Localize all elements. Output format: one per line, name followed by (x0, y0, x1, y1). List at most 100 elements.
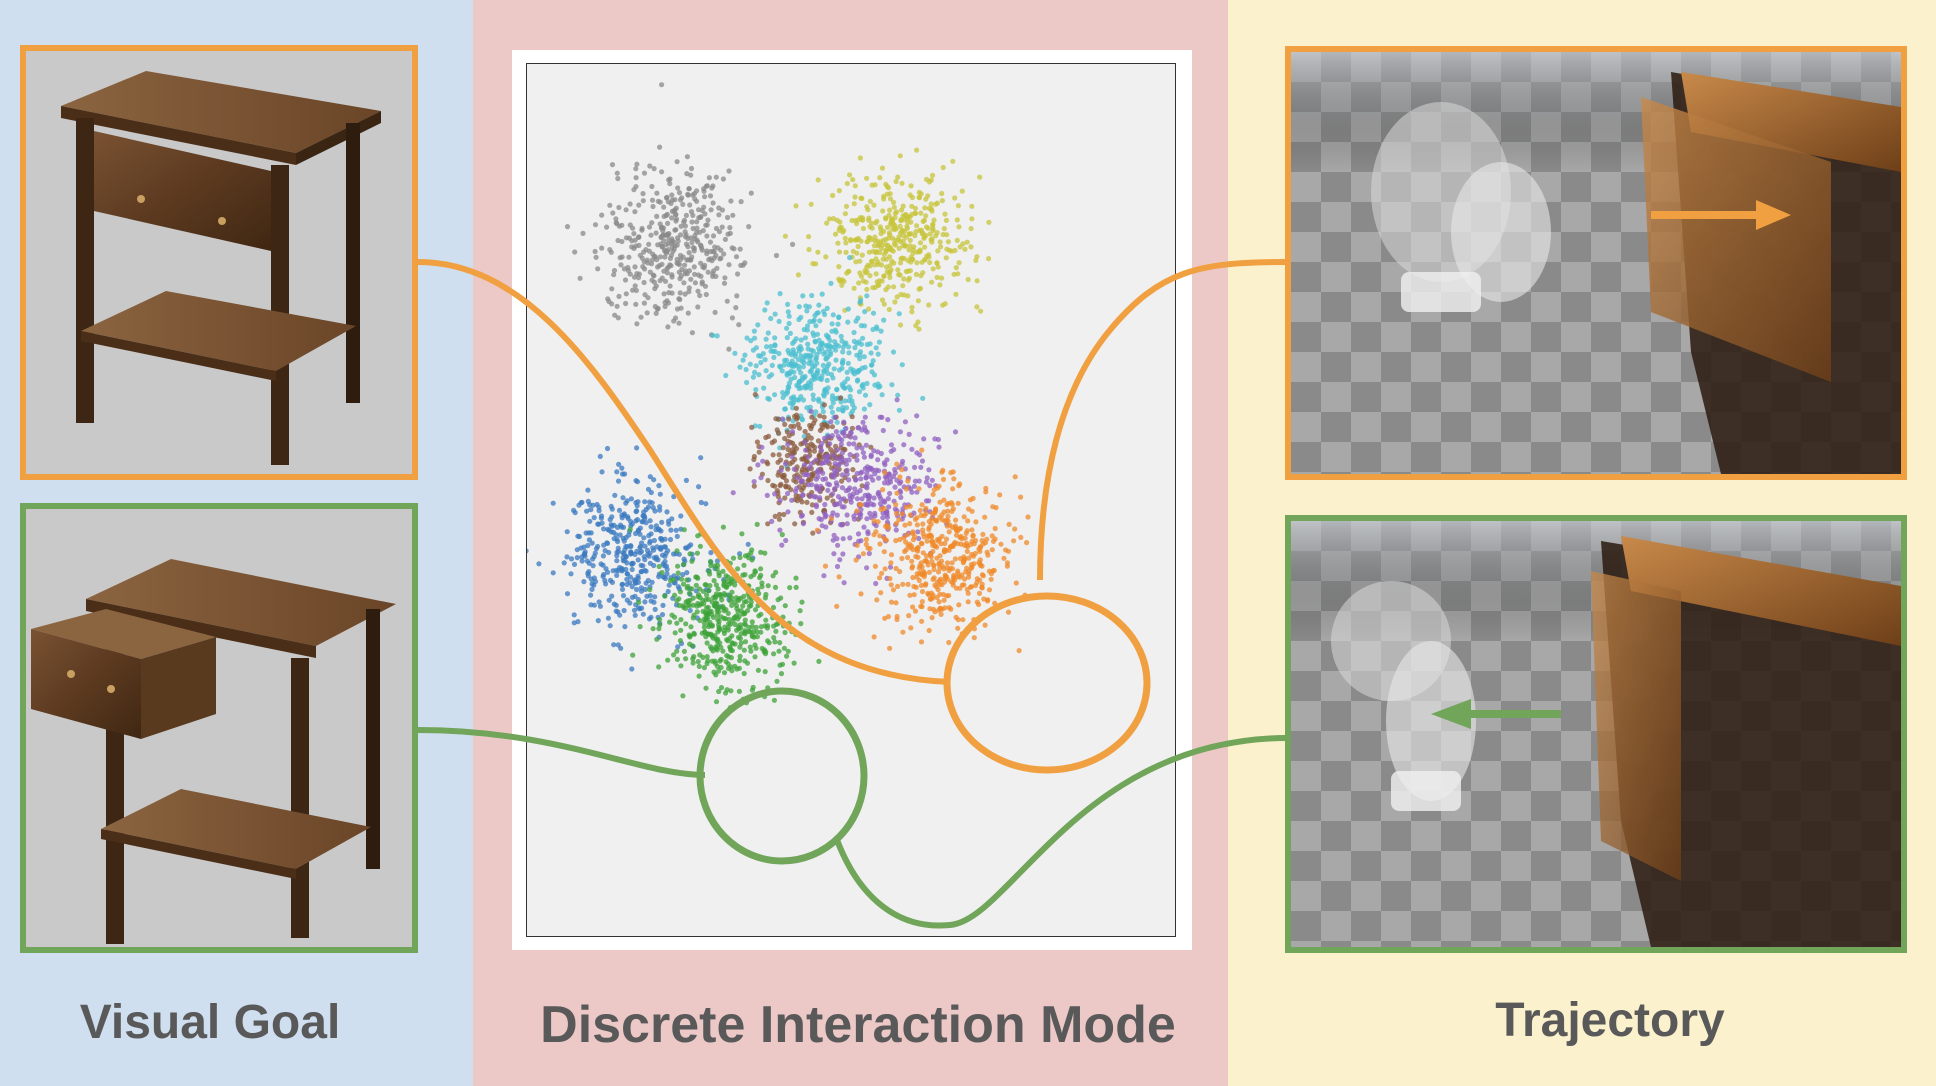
scatter-point (730, 490, 736, 496)
scatter-point (910, 574, 916, 581)
scatter-point (761, 385, 767, 391)
scatter-point (733, 602, 739, 609)
scatter-point (902, 522, 908, 528)
scatter-point (955, 203, 961, 209)
scatter-point (775, 459, 781, 465)
scatter-point (749, 424, 755, 430)
scatter-point (817, 427, 823, 433)
scatter-point (917, 240, 924, 246)
scatter-point (748, 574, 754, 580)
scatter-point (977, 174, 983, 180)
scatter-point (700, 597, 706, 603)
scatter-point (614, 558, 620, 564)
scatter-point (872, 182, 878, 188)
scatter-point (655, 264, 661, 270)
scatter-point (724, 298, 730, 304)
scatter-point (850, 467, 856, 473)
scatter-point (742, 352, 748, 358)
scatter-point (955, 617, 961, 623)
scatter-point (863, 279, 869, 285)
scatter-point (968, 541, 974, 548)
scatter-point (727, 705, 733, 711)
scatter-point (756, 449, 762, 455)
scatter-point (634, 321, 640, 327)
scatter-point (609, 514, 615, 520)
scatter-point (857, 155, 863, 161)
scatter-point (992, 600, 998, 606)
scatter-point (769, 372, 775, 378)
scatter-point (830, 192, 836, 199)
scatter-point (890, 587, 897, 593)
scatter-point (771, 623, 777, 629)
scatter-point (880, 515, 886, 521)
scatter-point (952, 429, 959, 435)
scatter-point (757, 575, 763, 581)
scatter-point (680, 572, 686, 578)
scatter-point (751, 456, 757, 463)
scatter-point (1016, 648, 1022, 654)
scatter-point (864, 481, 870, 487)
scatter-point (881, 301, 887, 307)
scatter-point (697, 617, 703, 624)
scatter-point (819, 440, 825, 447)
scatter-point (844, 180, 850, 187)
scatter-point (827, 441, 833, 447)
scatter-point (723, 690, 729, 696)
scatter-point (713, 174, 719, 180)
scatter-point (613, 602, 619, 608)
scatter-point (688, 276, 694, 282)
scatter-point (888, 582, 894, 588)
scatter-point (774, 678, 780, 684)
scatter-point (619, 222, 625, 228)
scatter-point (685, 310, 691, 316)
scatter-point (650, 626, 656, 632)
scatter-point (969, 527, 975, 533)
scatter-point (789, 428, 795, 435)
scatter-point (835, 240, 841, 246)
scatter-point (785, 309, 791, 315)
scatter-point (836, 188, 842, 194)
scatter-point (880, 256, 886, 262)
scatter-point (931, 217, 937, 223)
scatter-point (663, 563, 669, 569)
scatter-point (787, 330, 793, 336)
scatter-point (571, 620, 577, 626)
scatter-point (733, 254, 740, 260)
scatter-point (903, 486, 910, 492)
scatter-point (748, 190, 754, 196)
scatter-point (871, 372, 878, 378)
scatter-point (871, 532, 877, 538)
scatter-point (862, 424, 868, 430)
scatter-point (700, 654, 706, 661)
scatter-point (732, 614, 738, 620)
scatter-point (846, 350, 852, 356)
scatter-point (914, 522, 920, 528)
scatter-point (762, 307, 768, 313)
scatter-point (917, 507, 923, 513)
scatter-point (813, 323, 819, 329)
scatter-point (814, 469, 820, 475)
scatter-point (641, 279, 647, 286)
scatter-point (814, 527, 820, 533)
scatter-point (862, 414, 868, 420)
scatter-point (908, 183, 914, 189)
scatter-point (836, 264, 842, 270)
scatter-point (926, 526, 932, 532)
scatter-point (802, 335, 808, 341)
scatter-point (637, 543, 644, 550)
scatter-point (946, 639, 952, 646)
scatter-point (578, 500, 584, 506)
scatter-point (618, 262, 624, 268)
scatter-point (694, 603, 700, 609)
scatter-point (893, 502, 899, 508)
scatter-point (839, 478, 845, 484)
scatter-point (691, 612, 697, 618)
scatter-point (864, 286, 870, 292)
scatter-point (888, 560, 894, 566)
scatter-point (859, 252, 865, 258)
scatter-point (950, 506, 956, 512)
scatter-point (796, 379, 802, 385)
scatter-point (708, 550, 714, 556)
scatter-point (647, 587, 653, 593)
scatter-point (878, 328, 884, 334)
